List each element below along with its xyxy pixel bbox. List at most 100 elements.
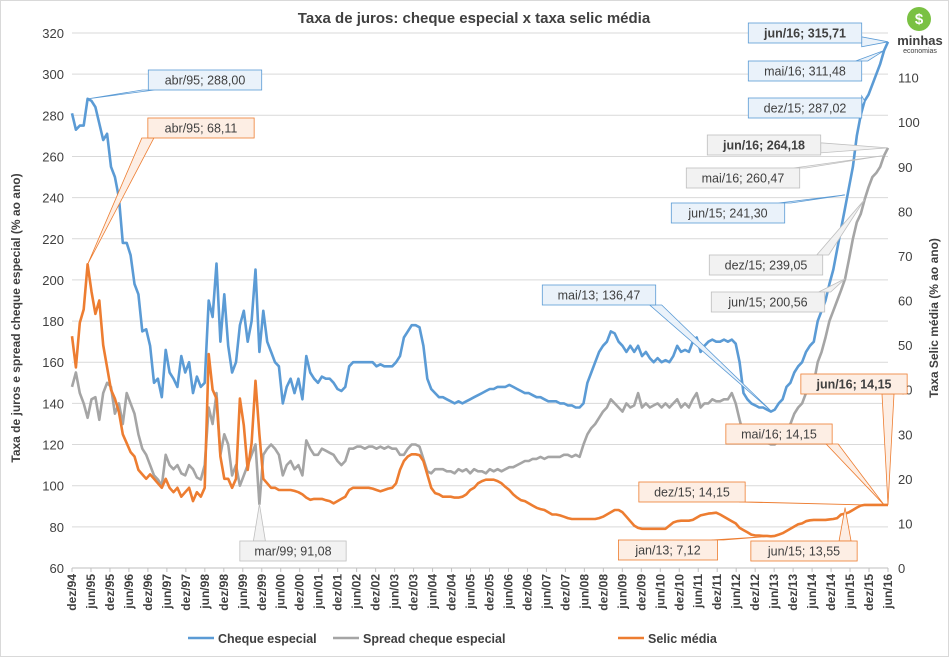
callout-box	[747, 97, 863, 119]
x-tick-label: jun/07	[539, 574, 553, 610]
x-tick-label: jun/12	[729, 574, 743, 610]
callout: dez/15; 239,05	[708, 199, 865, 276]
x-tick-label: jun/15	[843, 574, 857, 610]
x-tick-label: dez/11	[710, 574, 724, 610]
y-right-tick-label: 70	[898, 249, 912, 264]
callout: dez/15; 14,15	[638, 481, 865, 506]
series-line-2	[70, 263, 888, 538]
callout: mai/16; 14,15	[725, 423, 885, 506]
callout-label: jun/16; 315,71	[763, 27, 846, 41]
callout: jan/13; 7,12	[618, 535, 771, 561]
callout-label: mar/99; 91,08	[254, 545, 331, 559]
y-axis-left-title: Taxa de juros e spread cheque especial (…	[9, 173, 23, 462]
callout-box	[747, 22, 863, 44]
logo-coin-icon	[907, 7, 931, 31]
y-right-tick-label: 60	[898, 294, 912, 309]
x-tick-label: dez/03	[407, 574, 421, 611]
callout: dez/15; 287,02	[747, 94, 866, 119]
y-axis-right-title: Taxa Selic média (% ao ano)	[927, 238, 941, 398]
callout-label: mai/16; 260,47	[702, 172, 785, 186]
callout: jun/15; 241,30	[670, 194, 846, 224]
legend-label: Spread cheque especial	[363, 632, 505, 646]
callout: jun/16; 14,15	[800, 373, 908, 505]
x-tick-label: dez/95	[103, 574, 117, 611]
y-left-tick-label: 140	[42, 396, 64, 411]
callout: mai/16; 311,48	[747, 50, 885, 82]
y-left-tick-label: 320	[42, 26, 64, 41]
y-left-tick-label: 220	[42, 232, 64, 247]
callout-box	[750, 540, 858, 562]
y-right-tick-label: 110	[898, 71, 919, 86]
callout-box	[710, 291, 826, 313]
y-right-tick-label: 20	[898, 472, 912, 487]
callout-label: jun/15; 200,56	[727, 296, 807, 310]
x-tick-label: jun/16	[881, 574, 895, 610]
callout: abr/95; 68,11	[87, 117, 255, 265]
x-tick-label: dez/99	[255, 574, 269, 611]
x-tick-label: dez/02	[369, 574, 383, 611]
callout-box	[618, 539, 719, 561]
y-left-tick-label: 100	[42, 479, 64, 494]
y-left-tick-label: 260	[42, 149, 64, 164]
y-left-tick-label: 280	[42, 108, 64, 123]
x-tick-label: jun/14	[805, 574, 819, 610]
x-tick-label: dez/07	[558, 574, 572, 611]
y-right-tick-label: 100	[898, 115, 920, 130]
y-right-tick-label: 50	[898, 338, 912, 353]
y-axis-right: 0102030405060708090100110	[898, 71, 920, 576]
y-left-tick-label: 180	[42, 314, 64, 329]
callout: mai/16; 260,47	[685, 155, 885, 189]
callout-label: jan/13; 7,12	[634, 544, 700, 558]
callout-label: abr/95; 68,11	[165, 122, 238, 136]
callout-label: jun/16; 14,15	[815, 378, 891, 392]
x-tick-label: jun/99	[236, 574, 250, 610]
callout-box	[541, 284, 657, 306]
callout-label: jun/16; 264,18	[722, 139, 805, 153]
x-tick-label: jun/97	[160, 574, 174, 610]
callout: mai/13; 136,47	[541, 284, 772, 411]
x-tick-label: dez/09	[634, 574, 648, 611]
legend: Cheque especial Spread cheque especial Sel…	[188, 632, 718, 646]
y-right-tick-label: 80	[898, 204, 912, 219]
callout: jun/15; 13,55	[750, 507, 858, 562]
y-left-tick-label: 80	[50, 520, 64, 535]
x-tick-label: dez/05	[482, 574, 496, 611]
x-tick-label: jun/10	[653, 574, 667, 610]
x-tick-label: dez/01	[331, 574, 345, 611]
x-tick-label: dez/94	[65, 574, 79, 611]
callout-label: jun/15; 241,30	[687, 207, 767, 221]
x-tick-label: jun/98	[198, 574, 212, 610]
callout-box	[706, 134, 822, 156]
callout-box	[147, 69, 263, 91]
logo-name: minhas	[897, 33, 943, 48]
x-tick-label: dez/98	[217, 574, 231, 611]
y-left-tick-label: 200	[42, 273, 64, 288]
callout-label: abr/95; 288,00	[165, 74, 246, 88]
x-tick-label: jun/05	[464, 574, 478, 610]
callout: abr/95; 288,00	[87, 69, 263, 100]
callout: jun/16; 315,71	[747, 22, 889, 48]
data-callouts: abr/95; 288,00 abr/95; 68,11 mar/99; 91,08…	[87, 22, 908, 562]
y-right-tick-label: 0	[898, 561, 905, 576]
x-tick-label: dez/12	[748, 574, 762, 611]
x-tick-label: dez/00	[293, 574, 307, 611]
callout-box	[725, 423, 833, 445]
logo-tagline: economias	[903, 48, 937, 55]
y-left-tick-label: 160	[42, 355, 64, 370]
callout-box	[239, 540, 347, 562]
callout-label: dez/15; 239,05	[725, 259, 808, 273]
callout-label: dez/15; 14,15	[654, 486, 730, 500]
callout-box	[747, 60, 863, 82]
x-tick-label: dez/97	[179, 574, 193, 611]
x-tick-label: jun/09	[615, 574, 629, 610]
logo-symbol: $	[915, 11, 924, 28]
y-axis-left: 60 80 100 120 140 160 180 200 220 240 260 280 300 320	[42, 26, 64, 576]
legend-label: Cheque especial	[218, 632, 317, 646]
series-line-0	[70, 41, 890, 413]
x-tick-label: jun/95	[84, 574, 98, 610]
x-tick-label: jun/96	[122, 574, 136, 610]
callout-box	[147, 117, 255, 139]
callout-box	[638, 481, 746, 503]
x-tick-label: dez/15	[862, 574, 876, 611]
